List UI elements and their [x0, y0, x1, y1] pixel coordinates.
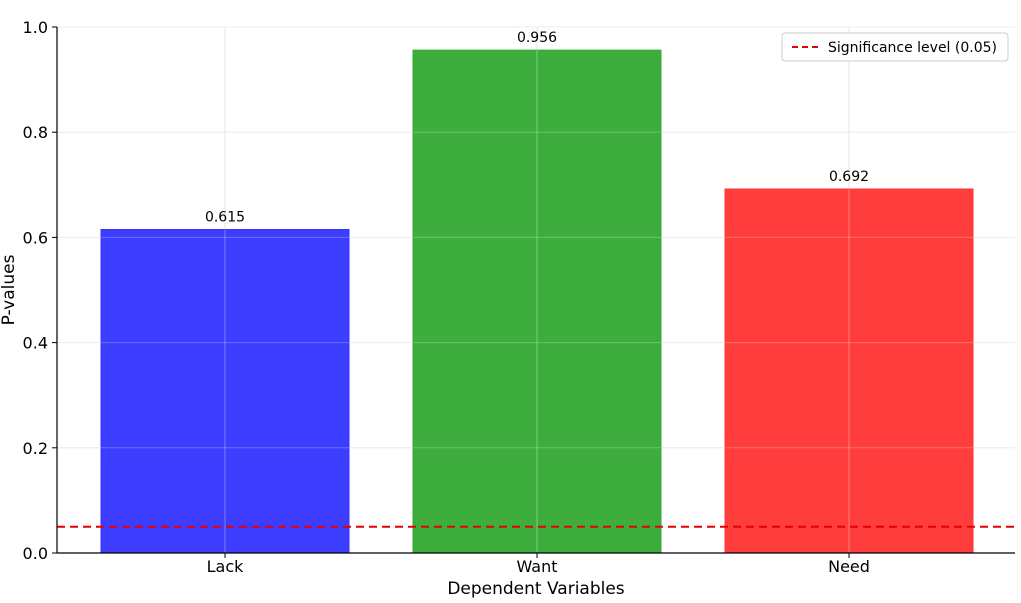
labels-layer: 0.0 0.2 0.4 0.6 0.8 1.0 Lack 0.615 Want 0.956 Need… [23, 18, 870, 576]
legend-label: Significance level (0.05) [828, 40, 997, 56]
y-tick-label: 0.4 [23, 334, 48, 353]
x-tick-label-lack: Lack [207, 557, 245, 576]
bar-lack [100, 229, 350, 554]
bar-want [412, 49, 662, 554]
x-tick-label-want: Want [516, 557, 557, 576]
y-tick-label: 0.8 [23, 123, 48, 142]
y-tick-label: 0.2 [23, 439, 48, 458]
y-axis-title: P-values [0, 254, 19, 325]
x-tick-label-need: Need [828, 557, 870, 576]
y-tick-label: 0.0 [23, 544, 48, 563]
bars-layer [57, 26, 1015, 554]
legend: Significance level (0.05) [781, 32, 1009, 62]
y-tick-label: 1.0 [23, 18, 48, 37]
x-axis-title: Dependent Variables [447, 579, 624, 599]
y-tick-label: 0.6 [23, 228, 48, 247]
data-label-want: 0.956 [517, 30, 557, 46]
axes-layer [52, 26, 1015, 558]
data-label-need: 0.692 [829, 169, 869, 185]
data-label-lack: 0.615 [205, 210, 245, 226]
legend-box [781, 32, 1009, 62]
